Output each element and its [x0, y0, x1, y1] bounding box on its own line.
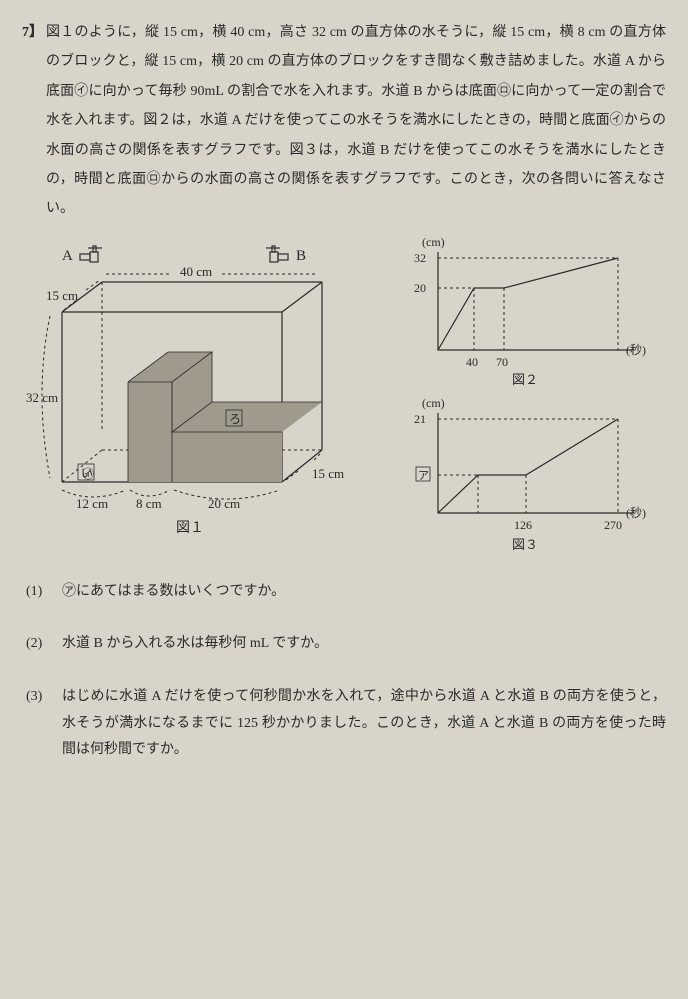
figure-3: (cm) 21 ア 126 270 (秒) 図３	[392, 393, 652, 553]
problem-number: 7】	[22, 18, 46, 224]
dim-12: 12 cm	[76, 496, 108, 511]
problem-block: 7】 図１のように，縦 15 cm，横 40 cm，高さ 32 cm の直方体の…	[22, 18, 666, 224]
svg-text:21: 21	[414, 412, 426, 426]
faucet-b-icon	[266, 246, 288, 262]
svg-text:40: 40	[466, 355, 478, 369]
dim-depth: 15 cm	[46, 288, 78, 303]
svg-text:(cm): (cm)	[422, 396, 445, 410]
figure-1: A B	[22, 232, 382, 553]
problem-text: 図１のように，縦 15 cm，横 40 cm，高さ 32 cm の直方体の水そう…	[46, 18, 666, 224]
svg-text:20: 20	[414, 281, 426, 295]
dim-20: 20 cm	[208, 496, 240, 511]
fig2-caption: 図２	[512, 372, 538, 387]
svg-text:126: 126	[514, 518, 532, 532]
dim-top: 40 cm	[180, 264, 212, 279]
svg-text:い: い	[81, 466, 93, 480]
faucet-a-label: A	[62, 248, 73, 264]
svg-text:270: 270	[604, 518, 622, 532]
dim-right: 15 cm	[312, 466, 344, 481]
faucet-a-icon	[80, 246, 102, 262]
fig1-caption: 図１	[176, 521, 204, 536]
question-3: (3) はじめに水道 A だけを使って何秒間か水を入れて，途中から水道 A と水…	[22, 684, 666, 764]
svg-text:32: 32	[414, 251, 426, 265]
svg-text:(cm): (cm)	[422, 235, 445, 249]
faucet-b-label: B	[296, 248, 306, 264]
svg-text:(秒): (秒)	[626, 343, 646, 357]
figures-row: A B	[22, 232, 666, 553]
dim-8: 8 cm	[136, 496, 162, 511]
question-2: (2) 水道 B から入れる水は毎秒何 mL ですか。	[22, 631, 666, 658]
svg-text:ろ: ろ	[229, 412, 241, 426]
figure-2: (cm) 32 20 40 70 (秒) 図２	[392, 232, 652, 387]
svg-text:70: 70	[496, 355, 508, 369]
box-a: ア	[418, 470, 429, 482]
fig3-caption: 図３	[512, 537, 538, 552]
question-1: (1) ㋐にあてはまる数はいくつですか。	[22, 579, 666, 606]
svg-text:(秒): (秒)	[626, 506, 646, 520]
dim-height: 32 cm	[26, 390, 58, 405]
